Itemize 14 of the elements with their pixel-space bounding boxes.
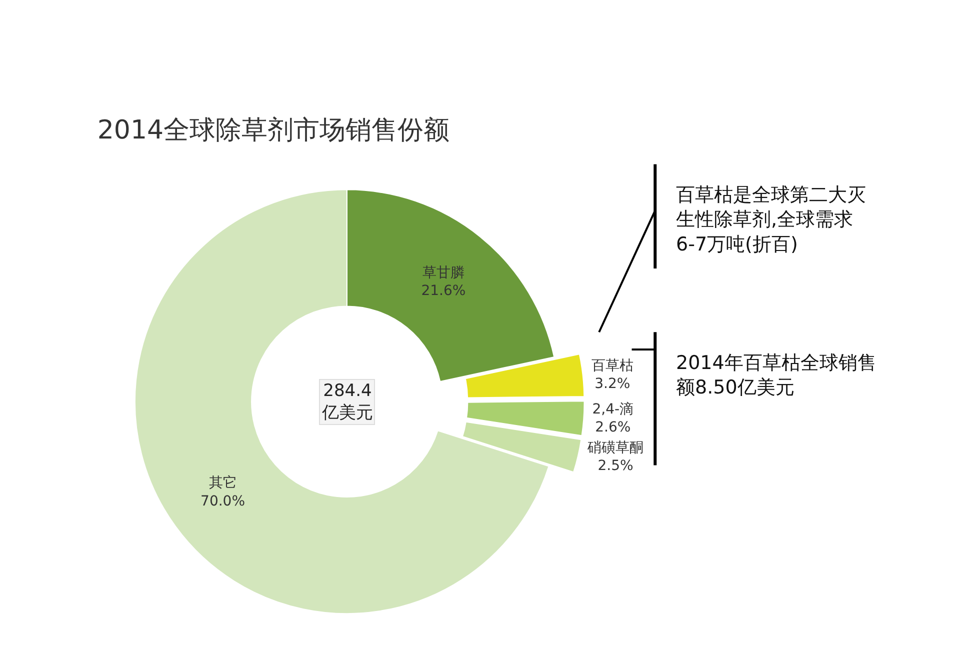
slice-label: 2,4-滴 xyxy=(592,401,634,418)
text: 百草枯是全球第二大灭生性除草剂,全球需求6-7万吨(折百) xyxy=(676,184,866,256)
slice-label: 硝磺草酮 xyxy=(586,440,644,456)
slice-label: 百草枯 xyxy=(591,358,634,374)
data-label: 70.0% xyxy=(200,493,246,510)
data-label: 2.6% xyxy=(595,420,631,436)
text: 284.4 亿美元 xyxy=(321,381,373,424)
data-label: 21.6% xyxy=(421,283,466,300)
slice-label: 其它 xyxy=(208,475,237,492)
slice-label: 草甘膦 xyxy=(422,264,464,281)
text: 2014年百草枯全球销售额8.50亿美元 xyxy=(676,352,876,399)
chart-title: 2014全球除草剂市场销售份额 xyxy=(97,116,450,146)
data-label: 2.5% xyxy=(598,458,634,474)
data-label: 3.2% xyxy=(594,376,630,392)
